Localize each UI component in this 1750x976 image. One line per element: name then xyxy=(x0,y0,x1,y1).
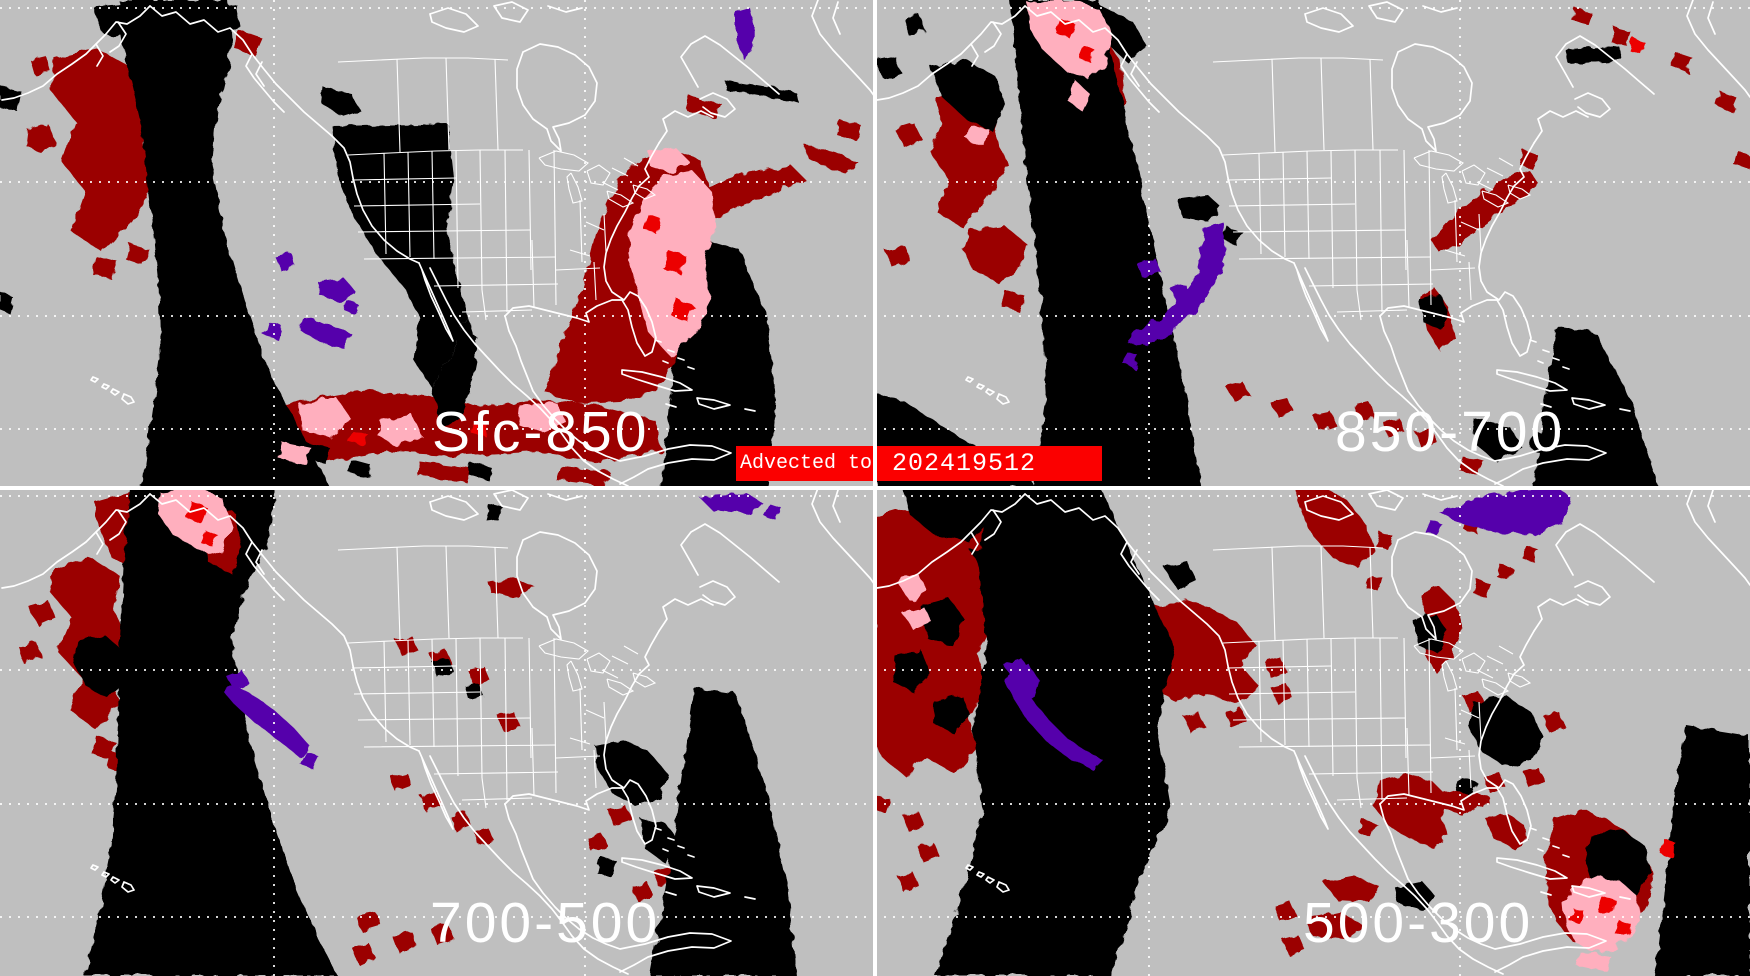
banner-timestamp: 202419512 xyxy=(892,449,1037,478)
bright-red-specks xyxy=(186,502,218,547)
panel-700-500: 700-500 xyxy=(0,488,875,976)
panel-label-500-300: 500-300 xyxy=(1303,891,1534,955)
weather-map-500-300 xyxy=(875,488,1750,976)
weather-map-sfc-850 xyxy=(0,0,875,488)
panel-divider-horizontal xyxy=(0,486,1750,490)
panel-label-sfc-850: Sfc-850 xyxy=(432,400,650,464)
no-data-black xyxy=(74,488,796,976)
panel-sfc-850: Sfc-850 xyxy=(0,0,875,488)
panel-label-700-500: 700-500 xyxy=(430,891,661,955)
panel-500-300: 500-300 xyxy=(875,488,1750,976)
purple-region xyxy=(264,8,756,348)
purple-region xyxy=(224,494,782,768)
banner-prefix: Advected to xyxy=(740,452,873,475)
panel-label-850-700: 850-700 xyxy=(1335,400,1566,464)
purple-region xyxy=(1003,488,1571,770)
purple-region xyxy=(1121,222,1227,368)
panel-850-700: 850-700 xyxy=(875,0,1750,488)
bright-red-specks xyxy=(1568,840,1677,937)
advected-time-banner: Advected to 202419512 xyxy=(736,446,1102,481)
moist-pink xyxy=(967,0,1113,146)
weather-map-700-500 xyxy=(0,488,875,976)
weather-map-850-700 xyxy=(875,0,1750,488)
